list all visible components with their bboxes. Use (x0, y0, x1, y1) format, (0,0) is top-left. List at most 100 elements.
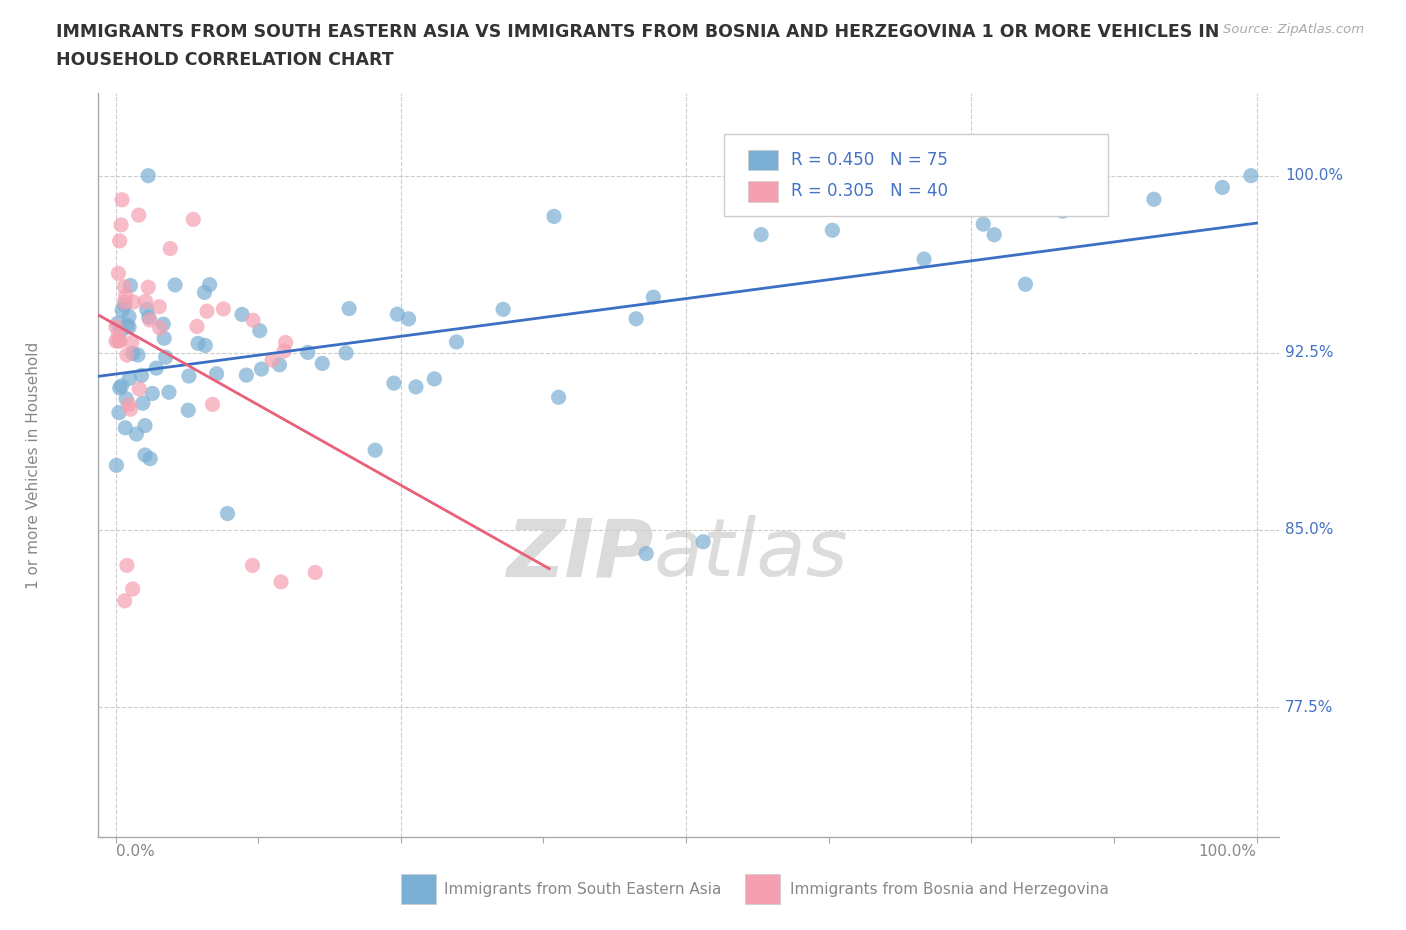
Point (114, 289, 136, 304)
Point (131, 368, 153, 383)
Point (105, 458, 128, 472)
Point (157, 385, 180, 400)
Text: 85.0%: 85.0% (1285, 523, 1333, 538)
Point (145, 361, 167, 376)
Point (136, 280, 159, 295)
Point (155, 350, 177, 365)
Point (1052, 204, 1074, 219)
Point (297, 345, 319, 360)
Point (398, 312, 420, 326)
Point (111, 193, 134, 207)
Point (624, 312, 647, 326)
Point (121, 335, 143, 350)
Point (270, 575, 292, 590)
Point (104, 319, 127, 334)
Point (249, 324, 271, 339)
Point (108, 334, 131, 349)
Point (118, 397, 141, 412)
Point (128, 207, 150, 222)
Text: 0.0%: 0.0% (115, 844, 155, 859)
Point (231, 307, 253, 322)
Point (636, 546, 658, 561)
Point (139, 451, 162, 466)
Point (187, 336, 209, 351)
Point (139, 312, 162, 327)
Point (382, 376, 405, 391)
Point (1211, 180, 1233, 195)
Point (692, 535, 714, 550)
Point (177, 368, 200, 383)
Point (138, 310, 160, 325)
Point (205, 366, 228, 381)
Point (198, 277, 221, 292)
Point (193, 285, 215, 299)
Point (107, 334, 129, 349)
Point (983, 227, 1005, 242)
Point (269, 357, 291, 372)
Point (250, 362, 273, 377)
Point (115, 392, 138, 406)
Point (492, 302, 515, 317)
Point (114, 295, 136, 310)
Text: 100.0%: 100.0% (1199, 844, 1257, 859)
Point (181, 212, 204, 227)
Point (114, 593, 136, 608)
Point (177, 403, 200, 418)
Point (111, 303, 134, 318)
Point (335, 346, 357, 361)
Point (821, 223, 844, 238)
Text: 77.5%: 77.5% (1285, 699, 1333, 714)
Point (127, 348, 149, 363)
Point (114, 420, 136, 435)
Point (118, 309, 141, 324)
Point (114, 298, 136, 312)
Text: atlas: atlas (654, 515, 848, 593)
FancyBboxPatch shape (724, 134, 1108, 216)
Point (423, 371, 446, 386)
Point (1014, 277, 1036, 292)
Point (912, 252, 935, 267)
Point (806, 200, 828, 215)
Text: 1 or more Vehicles in Household: 1 or more Vehicles in Household (25, 341, 41, 589)
Point (212, 301, 235, 316)
Point (115, 558, 138, 573)
Point (201, 397, 224, 412)
Point (273, 343, 295, 358)
Point (274, 335, 297, 350)
Text: R = 0.450   N = 75: R = 0.450 N = 75 (790, 151, 948, 169)
Text: IMMIGRANTS FROM SOUTH EASTERN ASIA VS IMMIGRANTS FROM BOSNIA AND HERZEGOVINA 1 O: IMMIGRANTS FROM SOUTH EASTERN ASIA VS IM… (56, 23, 1219, 41)
Point (304, 565, 326, 580)
Point (120, 278, 142, 293)
Point (132, 396, 155, 411)
Point (118, 320, 141, 335)
Point (159, 241, 181, 256)
Point (972, 217, 994, 232)
Point (104, 334, 127, 349)
Point (387, 307, 409, 322)
Point (543, 209, 565, 224)
Point (107, 266, 129, 281)
Point (153, 331, 176, 346)
Point (121, 581, 143, 596)
Point (135, 302, 157, 317)
Text: HOUSEHOLD CORRELATION CHART: HOUSEHOLD CORRELATION CHART (56, 51, 394, 69)
Point (134, 418, 156, 433)
Point (112, 279, 135, 294)
Point (643, 289, 665, 304)
Text: R = 0.305   N = 40: R = 0.305 N = 40 (790, 182, 948, 200)
Point (149, 321, 172, 336)
Point (110, 324, 132, 339)
Point (311, 356, 333, 371)
Point (134, 447, 156, 462)
Point (107, 326, 129, 341)
Point (195, 304, 218, 319)
Point (364, 443, 387, 458)
Point (235, 367, 257, 382)
Point (110, 379, 132, 393)
Point (118, 371, 141, 386)
Point (135, 294, 157, 309)
Point (148, 299, 170, 314)
Point (165, 277, 187, 292)
Point (107, 316, 129, 331)
Point (337, 301, 360, 316)
